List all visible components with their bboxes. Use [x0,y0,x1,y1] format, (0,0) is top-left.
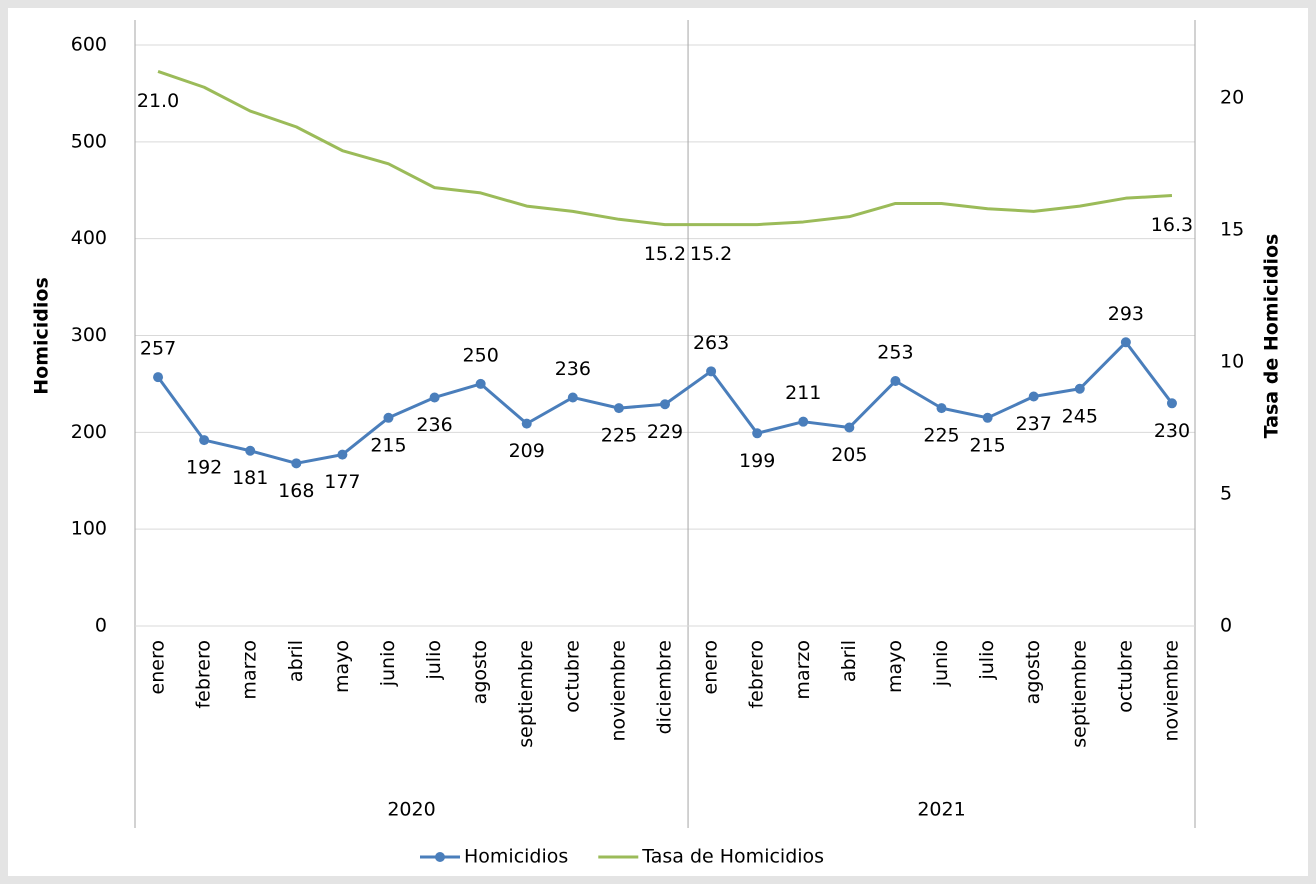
point-marker [890,376,901,387]
x-tick-label: noviembre [1160,640,1182,742]
x-tick-label: noviembre [607,640,629,742]
data-label: 237 [1016,413,1052,435]
point-marker [613,403,624,414]
x-tick-label: abril [285,640,307,682]
point-marker [982,412,993,423]
point-marker [798,416,809,427]
point-marker [153,372,164,383]
point-marker [521,418,532,429]
data-label: 16.3 [1151,214,1193,236]
point-marker [245,445,256,456]
group-label: 2020 [387,799,435,821]
x-tick-label: julio [976,640,998,681]
series-line [157,69,1173,227]
point-marker [567,392,578,403]
data-label: 236 [555,358,591,380]
point-marker [199,435,210,446]
y-tick-label: 200 [71,421,107,443]
data-label: 15.2 [644,243,686,265]
x-tick-label: junio [377,640,399,687]
data-label: 215 [370,434,406,456]
data-label: 253 [877,342,913,364]
y-tick-label: 300 [71,324,107,346]
data-label: 199 [739,450,775,472]
x-tick-label: mayo [331,640,353,693]
x-tick-label: abril [838,640,860,682]
point-marker [706,366,717,377]
y2-tick-label: 10 [1220,350,1244,372]
group-label: 2021 [917,799,965,821]
y-tick-label: 0 [95,615,107,637]
data-label: 245 [1062,405,1098,427]
data-label: 21.0 [137,90,179,112]
x-tick-label: octubre [561,640,583,713]
x-tick-label: septiembre [1068,640,1090,748]
y2-tick-label: 15 [1220,218,1244,240]
data-label: 168 [278,480,314,502]
legend-label: Tasa de Homicidios [641,846,824,868]
y-tick-label: 500 [71,130,107,152]
x-tick-label: agosto [1022,640,1044,704]
point-marker [475,378,486,389]
x-tick-label: octubre [1114,640,1136,713]
data-label: 257 [140,338,176,360]
y2-tick-label: 5 [1220,482,1232,504]
y2-tick-label: 0 [1220,615,1232,637]
data-label: 205 [831,444,867,466]
x-tick-label: mayo [884,640,906,693]
x-tick-label: febrero [746,640,768,709]
data-label: 209 [509,440,545,462]
point-marker [936,403,947,414]
point-marker [383,412,394,423]
y-tick-label: 600 [71,34,107,56]
data-label: 236 [416,414,452,436]
y2-tick-label: 20 [1220,86,1244,108]
x-tick-label: marzo [239,640,261,700]
y-axis-title: Homicidios [31,277,53,395]
point-marker [1120,337,1131,348]
data-label: 230 [1154,420,1190,442]
x-tick-label: marzo [792,640,814,700]
x-tick-label: enero [147,640,169,694]
x-tick-label: diciembre [654,640,676,734]
data-label: 177 [324,471,360,493]
legend-label: Homicidios [464,846,568,868]
y-tick-label: 100 [71,518,107,540]
data-label: 225 [923,425,959,447]
point-marker [1074,383,1085,394]
data-label: 211 [785,382,821,404]
point-marker [752,428,763,439]
point-marker [1166,398,1177,409]
data-label: 215 [969,434,1005,456]
x-tick-label: julio [423,640,445,681]
x-tick-label: junio [930,640,952,687]
x-tick-label: agosto [469,640,491,704]
point-marker [337,449,348,460]
data-label: 250 [463,344,499,366]
y-tick-label: 400 [71,227,107,249]
data-label: 229 [647,421,683,443]
data-label: 181 [232,467,268,489]
x-tick-label: enero [700,640,722,694]
data-label: 293 [1108,303,1144,325]
data-label: 15.2 [690,243,732,265]
data-label: 225 [601,425,637,447]
y2-axis-title: Tasa de Homicidios [1261,234,1283,439]
point-marker [291,458,302,469]
point-marker [844,422,855,433]
point-marker [660,399,670,410]
legend-marker [435,852,445,862]
point-marker [429,392,440,403]
point-marker [1028,391,1039,402]
x-tick-label: febrero [193,640,215,709]
x-tick-label: septiembre [515,640,537,748]
data-label: 192 [186,457,222,479]
data-label: 263 [693,332,729,354]
